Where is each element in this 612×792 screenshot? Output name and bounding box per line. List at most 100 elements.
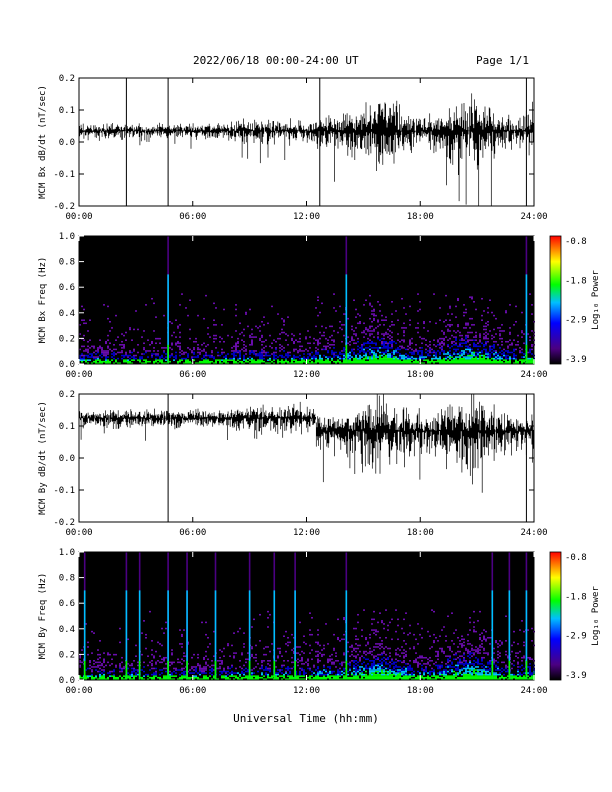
x-tick-label: 24:00 xyxy=(520,370,547,380)
y-tick-label: 0.6 xyxy=(59,283,75,293)
y-tick-label: 0.2 xyxy=(59,650,75,660)
spike-band xyxy=(167,590,169,680)
colorbar-tick-label: -3.9 xyxy=(565,671,587,681)
y-tick-label: 0.4 xyxy=(59,309,75,319)
x-tick-label: 18:00 xyxy=(407,686,434,696)
spike-band xyxy=(83,590,86,680)
colorbar-label: Log₁₀ Power xyxy=(591,586,601,646)
colorbar-tick-label: -0.8 xyxy=(565,553,587,563)
panel-4 xyxy=(78,551,562,681)
page-number: Page 1/1 xyxy=(476,54,529,67)
x-tick-label: 24:00 xyxy=(520,686,547,696)
y-axis-label: MCM By dB/dt (nT/sec) xyxy=(38,401,48,515)
x-tick-label: 00:00 xyxy=(65,686,92,696)
panel-2 xyxy=(78,235,562,365)
spike-band xyxy=(167,344,169,364)
x-tick-label: 18:00 xyxy=(407,528,434,538)
spike-band xyxy=(214,590,217,680)
y-tick-label: 0.0 xyxy=(59,676,75,686)
panel-1 xyxy=(78,77,535,207)
spike-band xyxy=(186,590,188,680)
x-tick-label: 18:00 xyxy=(407,370,434,380)
spike-band xyxy=(248,590,251,680)
colorbar-tick-label: -1.8 xyxy=(565,276,587,286)
y-axis-label: MCM By Freq (Hz) xyxy=(38,573,48,660)
spike-band xyxy=(294,590,296,680)
spike-band xyxy=(125,590,128,680)
colorbar-tick-label: -1.8 xyxy=(565,592,587,602)
panel-3 xyxy=(78,393,535,523)
y-tick-label: 0.0 xyxy=(59,454,75,464)
spike-band xyxy=(248,660,251,680)
y-tick-label: 0.1 xyxy=(59,422,75,432)
x-tick-label: 06:00 xyxy=(179,212,206,222)
spike-band xyxy=(83,660,86,680)
y-tick-label: -0.2 xyxy=(53,202,75,212)
dbdt-trace xyxy=(78,93,535,206)
x-tick-label: 06:00 xyxy=(179,528,206,538)
y-tick-label: 0.2 xyxy=(59,74,75,84)
spectrogram-bg xyxy=(79,552,534,680)
y-axis-label: MCM Bx dB/dt (nT/sec) xyxy=(38,85,48,199)
spike-band xyxy=(214,660,217,680)
colorbar-tick-label: -0.8 xyxy=(565,237,587,247)
y-tick-label: 0.2 xyxy=(59,390,75,400)
spike-band xyxy=(525,590,528,680)
x-tick-label: 00:00 xyxy=(65,212,92,222)
y-tick-label: 0.8 xyxy=(59,574,75,584)
colorbar-tick-label: -2.9 xyxy=(565,632,587,642)
spike-band xyxy=(345,344,348,364)
y-tick-label: 0.8 xyxy=(59,258,75,268)
x-tick-label: 00:00 xyxy=(65,370,92,380)
spike-band xyxy=(491,660,494,680)
y-tick-label: 1.0 xyxy=(59,548,75,558)
colorbar xyxy=(549,551,562,681)
spectrogram-bg xyxy=(79,236,534,364)
colorbar-label: Log₁₀ Power xyxy=(591,270,601,330)
spike-band xyxy=(525,274,528,364)
spike-band xyxy=(138,590,141,680)
spike-band xyxy=(508,590,511,680)
x-tick-label: 12:00 xyxy=(293,370,320,380)
page-title: 2022/06/18 00:00-24:00 UT xyxy=(193,54,359,67)
spike-band xyxy=(167,274,169,364)
x-tick-label: 00:00 xyxy=(65,528,92,538)
y-tick-label: 0.1 xyxy=(59,106,75,116)
spike-band xyxy=(186,660,188,680)
y-tick-label: -0.1 xyxy=(53,170,75,180)
spike-band xyxy=(508,660,511,680)
y-axis-label: MCM Bx Freq (Hz) xyxy=(38,257,48,344)
spike-band xyxy=(273,590,276,680)
spike-band xyxy=(345,590,348,680)
colorbar-tick-label: -2.9 xyxy=(565,316,587,326)
spike-band xyxy=(525,660,528,680)
spike-band xyxy=(345,660,348,680)
spike-band xyxy=(294,660,296,680)
y-tick-label: 1.0 xyxy=(59,232,75,242)
spike-band xyxy=(345,274,348,364)
x-tick-label: 18:00 xyxy=(407,212,434,222)
spike-band xyxy=(525,344,528,364)
x-tick-label: 06:00 xyxy=(179,370,206,380)
x-tick-label: 24:00 xyxy=(520,212,547,222)
spike-band xyxy=(491,590,494,680)
y-tick-label: 0.2 xyxy=(59,334,75,344)
spike-band xyxy=(167,660,169,680)
x-axis-label: Universal Time (hh:mm) xyxy=(233,712,379,725)
x-tick-label: 06:00 xyxy=(179,686,206,696)
spike-band xyxy=(273,660,276,680)
y-tick-label: 0.0 xyxy=(59,360,75,370)
x-tick-label: 12:00 xyxy=(293,686,320,696)
colorbar xyxy=(549,235,562,365)
spike-band xyxy=(125,660,128,680)
y-tick-label: -0.2 xyxy=(53,518,75,528)
dbdt-trace xyxy=(78,394,535,493)
x-tick-label: 12:00 xyxy=(293,528,320,538)
y-tick-label: -0.1 xyxy=(53,486,75,496)
y-tick-label: 0.6 xyxy=(59,599,75,609)
x-tick-label: 12:00 xyxy=(293,212,320,222)
x-tick-label: 24:00 xyxy=(520,528,547,538)
y-tick-label: 0.4 xyxy=(59,625,75,635)
y-tick-label: 0.0 xyxy=(59,138,75,148)
